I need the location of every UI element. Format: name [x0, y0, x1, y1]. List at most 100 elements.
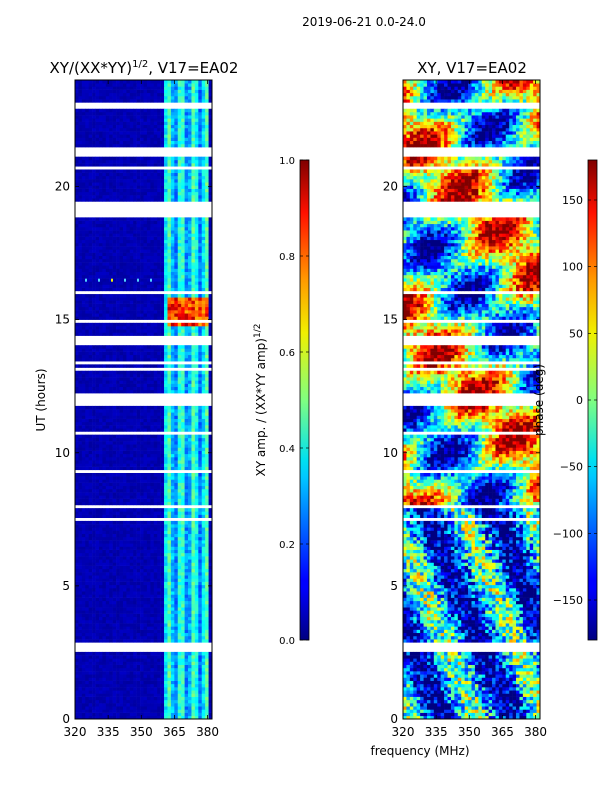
- amplitude-cell: [157, 265, 161, 269]
- amplitude-cell: [153, 632, 158, 637]
- amplitude-cell: [150, 370, 155, 375]
- amplitude-cell: [201, 600, 206, 605]
- amplitude-cell: [181, 278, 185, 282]
- amplitude-cell: [208, 674, 212, 678]
- amplitude-cell: [160, 639, 165, 643]
- amplitude-cell: [98, 463, 103, 467]
- amplitude-cell: [150, 383, 155, 388]
- amplitude-cell: [88, 476, 93, 480]
- amplitude-cell: [119, 543, 124, 547]
- amplitude-cell: [160, 661, 165, 665]
- amplitude-cell: [181, 268, 185, 272]
- amplitude-cell: [157, 322, 161, 327]
- amplitude-cell: [177, 457, 182, 461]
- amplitude-cell: [133, 457, 137, 461]
- amplitude-cell: [191, 425, 196, 429]
- amplitude-cell: [129, 674, 134, 678]
- amplitude-cell: [122, 706, 127, 710]
- amplitude-cell: [198, 562, 203, 566]
- amplitude-cell: [136, 386, 141, 391]
- amplitude-cell: [167, 326, 172, 330]
- amplitude-cell: [112, 671, 117, 675]
- amplitude-cell: [191, 616, 196, 621]
- amplitude-cell: [146, 524, 151, 528]
- amplitude-cell: [143, 271, 148, 276]
- amplitude-cell: [160, 373, 165, 378]
- amplitude-cell: [174, 690, 179, 694]
- amplitude-cell: [191, 568, 196, 573]
- amplitude-cell: [122, 313, 127, 317]
- amplitude-cell: [136, 607, 141, 611]
- amplitude-cell: [201, 482, 206, 487]
- amplitude-cell: [116, 572, 120, 576]
- amplitude-cell: [153, 559, 158, 563]
- amplitude-cell: [133, 303, 137, 308]
- amplitude-cell: [153, 326, 158, 330]
- amplitude-cell: [112, 610, 117, 614]
- amplitude-cell: [208, 389, 212, 394]
- amplitude-cell: [98, 476, 103, 480]
- amplitude-cell: [201, 572, 206, 576]
- amplitude-cell: [201, 297, 206, 301]
- amplitude-cell: [188, 354, 192, 359]
- amplitude-cell: [146, 623, 151, 627]
- amplitude-cell: [133, 584, 137, 589]
- amplitude-cell: [174, 316, 179, 320]
- amplitude-cell: [109, 501, 113, 506]
- amplitude-cell: [81, 706, 86, 710]
- amplitude-cell: [146, 671, 151, 675]
- amplitude-cell: [78, 460, 83, 464]
- amplitude-cell: [88, 715, 93, 719]
- amplitude-cell: [160, 357, 165, 362]
- amplitude-cell: [167, 619, 172, 624]
- amplitude-cell: [85, 322, 89, 327]
- amplitude-cell: [119, 460, 124, 464]
- amplitude-cell: [167, 316, 172, 320]
- amplitude-cell: [188, 508, 192, 512]
- amplitude-cell: [119, 447, 124, 451]
- amplitude-cell: [174, 364, 179, 368]
- amplitude-cell: [122, 619, 127, 624]
- amplitude-cell: [170, 712, 175, 717]
- amplitude-cell: [177, 421, 182, 426]
- amplitude-cell: [119, 651, 124, 656]
- amplitude-cell: [164, 530, 168, 534]
- amplitude-cell: [160, 603, 165, 608]
- amplitude-cell: [194, 466, 199, 471]
- amplitude-cell: [105, 284, 110, 288]
- amplitude-cell: [167, 421, 172, 426]
- amplitude-cell: [174, 600, 179, 605]
- amplitude-cell: [184, 514, 189, 519]
- amplitude-cell: [129, 447, 134, 451]
- amplitude-cell: [78, 492, 83, 496]
- amplitude-cell: [177, 626, 182, 630]
- amplitude-cell: [85, 434, 89, 439]
- amplitude-cell: [188, 533, 192, 538]
- amplitude-cell: [116, 610, 120, 614]
- amplitude-cell: [119, 578, 124, 582]
- amplitude-cell: [184, 357, 189, 362]
- amplitude-cell: [181, 326, 185, 330]
- amplitude-cell: [109, 418, 113, 423]
- amplitude-cell: [174, 460, 179, 464]
- amplitude-cell: [133, 626, 137, 630]
- amplitude-cell: [133, 364, 137, 368]
- amplitude-cell: [184, 706, 189, 710]
- amplitude-cell: [78, 578, 83, 582]
- amplitude-cell: [167, 450, 172, 455]
- amplitude-cell: [112, 696, 117, 701]
- amplitude-cell: [208, 310, 212, 314]
- amplitude-cell: [194, 552, 199, 557]
- amplitude-cell: [78, 437, 83, 442]
- amplitude-cell: [198, 482, 203, 487]
- amplitude-cell: [191, 274, 196, 279]
- amplitude-cell: [160, 354, 165, 359]
- amplitude-cell: [126, 377, 131, 381]
- amplitude-cell: [150, 651, 155, 656]
- amplitude-cell: [194, 310, 199, 314]
- amplitude-cell: [105, 300, 110, 304]
- amplitude-cell: [205, 316, 209, 320]
- amplitude-cell: [174, 674, 179, 678]
- amplitude-cell: [92, 463, 96, 467]
- amplitude-cell: [188, 466, 192, 471]
